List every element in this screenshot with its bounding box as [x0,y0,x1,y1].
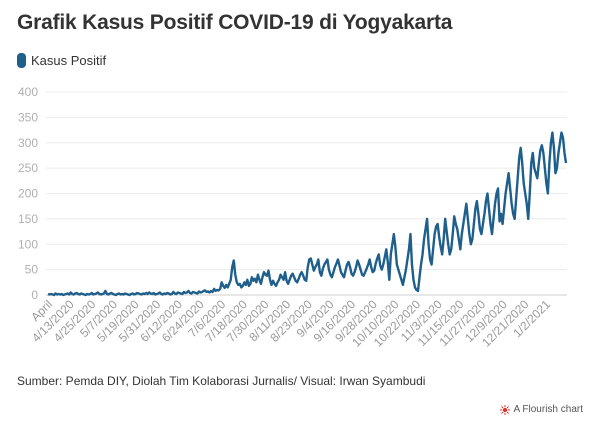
series-layer [47,131,568,297]
gridlines [46,91,567,296]
y-tick-label: 0 [31,288,38,302]
y-tick-label: 150 [18,212,38,226]
legend-swatch [17,53,26,68]
flourish-credit[interactable]: A Flourish chart [499,404,583,415]
y-tick-label: 400 [18,85,38,99]
y-tick-label: 50 [25,263,39,277]
flourish-logo-icon [499,404,510,415]
series-line-kasus-positif[interactable] [47,131,568,297]
y-tick-label: 100 [18,237,38,251]
y-tick-label: 300 [18,136,38,150]
y-axis: 0 50 100 150 200 250 300 350 400 [18,85,38,302]
y-tick-label: 250 [18,161,38,175]
y-tick-label: 200 [18,187,38,201]
chart-title: Grafik Kasus Positif COVID-19 di Yogyaka… [17,11,453,34]
source-note: Sumber: Pemda DIY, Diolah Tim Kolaborasi… [17,374,426,388]
flourish-credit-label: A Flourish chart [513,404,583,415]
legend[interactable]: Kasus Positif [17,53,106,68]
legend-label: Kasus Positif [31,53,107,68]
y-tick-label: 350 [18,110,38,124]
x-axis: April4/13/20204/25/20205/7/20205/19/2020… [28,297,553,350]
